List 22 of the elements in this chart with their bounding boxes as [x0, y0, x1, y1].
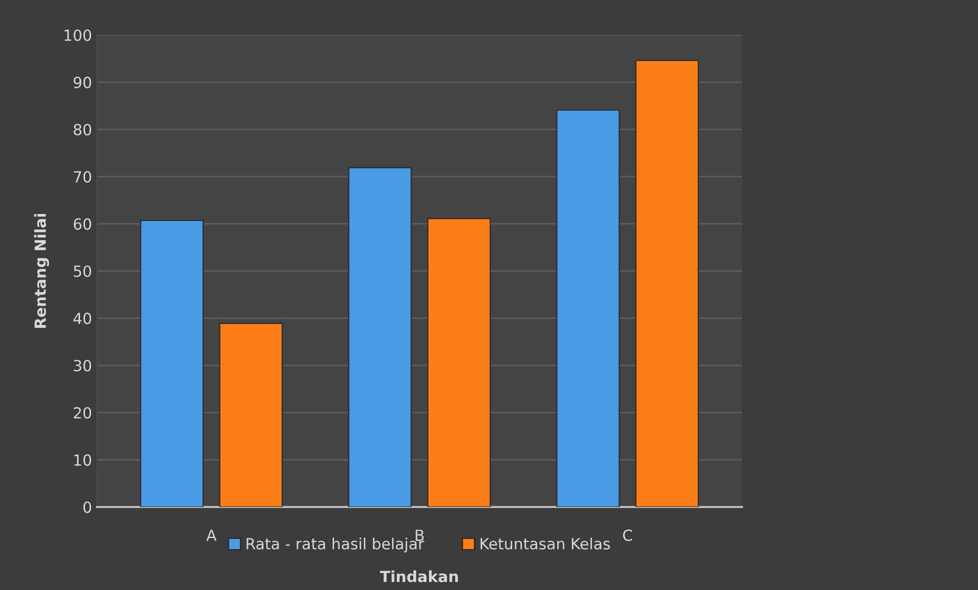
bar: [556, 109, 620, 507]
bar: [427, 218, 491, 507]
y-tick-label: 80: [74, 124, 92, 136]
bar: [140, 220, 204, 507]
x-axis-title: Tindakan: [380, 570, 458, 582]
legend-label: Ketuntasan Kelas: [480, 538, 610, 550]
y-tick-label: 70: [74, 171, 92, 183]
y-tick-label: 50: [74, 265, 92, 278]
y-tick-label: 30: [74, 360, 92, 372]
y-axis-title: Rentang Nilai: [34, 214, 50, 328]
x-tick-label: C: [623, 529, 632, 542]
y-tick-label: 90: [74, 76, 92, 88]
bar: [348, 167, 412, 507]
y-tick-label: 60: [74, 218, 92, 230]
y-tick-label: 20: [74, 407, 92, 419]
y-tick-label: 100: [64, 29, 92, 42]
y-tick-label: 40: [73, 312, 92, 324]
bar: [219, 322, 283, 507]
y-tick-label: 10: [74, 454, 92, 466]
bar: [635, 60, 699, 507]
y-tick-label: 0: [83, 501, 92, 514]
x-tick-label: A: [206, 530, 217, 541]
